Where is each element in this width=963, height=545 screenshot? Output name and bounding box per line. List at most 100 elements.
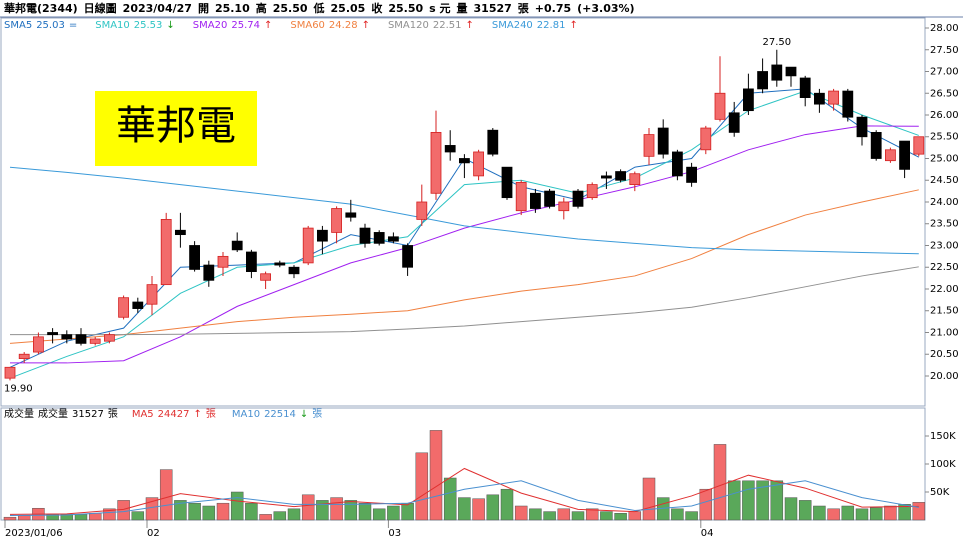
y-tick-label: 26.50: [930, 88, 959, 99]
volume-bar: [443, 477, 457, 521]
volume-bar: [216, 502, 230, 521]
header-item: 31527: [474, 2, 512, 15]
legend-trend: ↑: [362, 20, 370, 31]
candle-body: [672, 151, 683, 177]
volume-ma-line: [9, 480, 919, 517]
volume-bar: [898, 504, 911, 521]
volume-bar: [131, 511, 145, 521]
volume-legend: ↓: [300, 409, 308, 420]
volume-bar: [869, 507, 883, 521]
volume-bar: [486, 494, 500, 521]
volume-bar: [458, 497, 471, 521]
legend-value: 25.53: [134, 20, 163, 31]
y-tick-label: 24.00: [930, 197, 959, 208]
legend-name: SMA20: [193, 20, 228, 31]
watermark: 華邦電: [116, 103, 236, 149]
candle-body: [544, 190, 555, 207]
volume-bar: [344, 500, 358, 521]
header-item: 開: [198, 2, 209, 15]
candle-body: [4, 366, 16, 379]
header-item: 收: [371, 1, 382, 15]
candle-body: [359, 227, 371, 244]
volume-bar: [401, 502, 414, 521]
volume-bar: [287, 508, 301, 521]
volume-bar: [415, 452, 429, 521]
legend-value: 25.03: [36, 20, 65, 31]
volume-bar: [571, 511, 585, 521]
candle-body: [586, 184, 598, 199]
volume-bar: [614, 513, 627, 521]
volume-bar: [685, 511, 698, 521]
y-tick-label: 27.00: [930, 67, 959, 78]
volume-bar: [372, 508, 386, 521]
candle-body: [217, 255, 229, 268]
candle-body: [515, 182, 527, 212]
header-item: 低: [313, 1, 325, 15]
volume-bar: [727, 480, 741, 521]
candle-body: [885, 149, 896, 162]
candle-body: [104, 334, 115, 342]
volume-legend: 張: [312, 408, 322, 420]
v-tick-label: 150K: [930, 431, 956, 442]
candle-body: [444, 145, 456, 153]
y-tick-label: 23.00: [930, 240, 959, 251]
volume-bar: [585, 508, 599, 521]
header-item: 華邦電(2344): [4, 1, 78, 15]
header-item: 25.10: [215, 2, 250, 15]
volume-bar: [500, 488, 514, 521]
candle-body: [387, 236, 399, 242]
legend-value: 24.28: [329, 20, 358, 31]
candle-body: [913, 136, 925, 155]
header-item: s 元: [429, 2, 450, 15]
volume-bar: [855, 508, 869, 521]
candle-body: [530, 192, 541, 209]
candle-body: [799, 77, 811, 99]
candle-body: [487, 129, 499, 155]
volume-bar: [188, 502, 201, 521]
candle-body: [331, 208, 343, 233]
v-tick-label: 50K: [930, 487, 950, 498]
volume-bar: [358, 502, 372, 521]
legend-name: SMA60: [290, 20, 325, 31]
x-tick-label: 03: [388, 528, 401, 539]
y-tick-label: 22.50: [930, 262, 959, 273]
volume-bar: [557, 508, 571, 521]
volume-bar: [259, 514, 272, 521]
volume-bar: [841, 505, 855, 521]
candle-body: [458, 158, 470, 164]
volume-bar: [330, 497, 343, 521]
volume-header: 張: [108, 408, 118, 420]
candle-body: [771, 64, 783, 81]
volume-bar: [756, 480, 769, 521]
legend-trend: ↑: [264, 20, 272, 31]
volume-bar: [798, 500, 812, 521]
volume-bar: [671, 508, 684, 521]
candle-body: [870, 131, 882, 159]
y-tick-label: 26.00: [930, 110, 959, 121]
candle-body: [18, 353, 30, 359]
ma-line: [9, 189, 919, 344]
x-tick-label: 04: [701, 528, 714, 539]
header-item: 張: [518, 2, 530, 15]
candle-body: [174, 229, 186, 236]
y-tick-label: 23.50: [930, 219, 959, 230]
volume-bar: [429, 430, 443, 521]
header-item: 25.05: [331, 2, 366, 15]
legend-name: SMA10: [95, 20, 130, 31]
candle-body: [700, 127, 712, 151]
candle-body: [572, 190, 584, 207]
volume-legend: ↑: [193, 409, 201, 420]
volume-bar: [230, 491, 244, 521]
volume-bar: [301, 494, 315, 521]
legend-value: 22.81: [537, 20, 566, 31]
candle-body: [132, 301, 144, 309]
candle-body: [89, 338, 101, 344]
x-tick-label: 2023/01/06: [5, 528, 63, 539]
volume-bar: [912, 502, 926, 521]
header-item: 25.50: [273, 2, 308, 15]
volume-bar: [472, 498, 485, 521]
candle-body: [430, 131, 442, 194]
y-tick-label: 24.50: [930, 175, 959, 186]
